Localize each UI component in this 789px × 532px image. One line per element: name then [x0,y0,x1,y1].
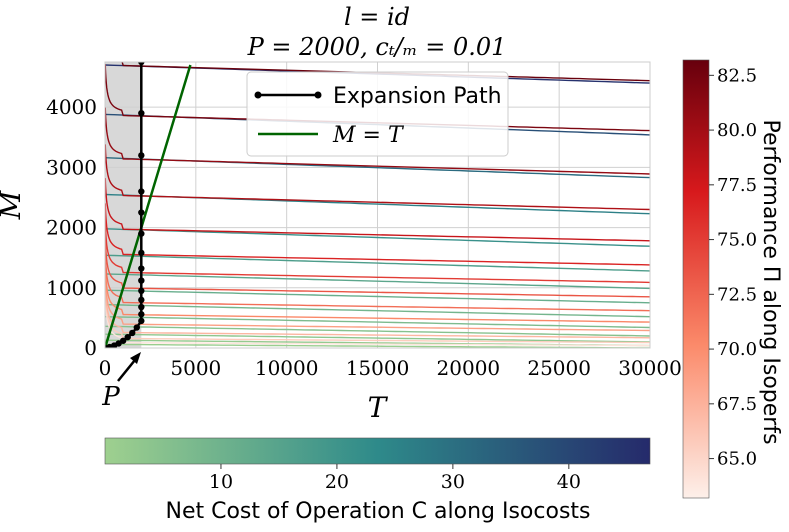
perf-colorbar-tick-label: 77.5 [717,175,757,196]
x-axis-label: T [368,391,389,424]
perf-colorbar-tick-label: 82.5 [717,65,757,86]
chart-title-line1: l = id [344,3,410,31]
expansion-path-point [138,277,145,284]
cost-colorbar: 10 20 30 40 Net Cost of Operation C along I… [104,437,651,524]
isoperf-curve [105,237,650,298]
cost-colorbar-gradient [104,437,651,465]
y-tick-label: 3000 [46,155,97,179]
y-tick-label: 1000 [46,276,97,300]
isoperf-curve [105,221,650,284]
expansion-path-point [133,324,140,331]
isoperf-curve [105,251,650,312]
x-tick-label: 30000 [618,356,682,380]
expansion-path-point [138,317,145,325]
isocost-curve [105,316,650,329]
x-tick-label: 5000 [170,356,221,380]
isoperf-curve [105,107,650,175]
perf-colorbar-label: Performance Π along Isoperfs [758,119,783,444]
isoperf-curve [105,178,650,242]
expansion-path-point [138,109,145,117]
y-tick-label: 4000 [46,95,97,119]
isocost-curve [105,325,650,337]
isoperf-curve [105,203,650,266]
y-tick-label: 2000 [46,216,97,240]
plot-axes: 0 5000 10000 15000 20000 25000 30000 0 1000 2000 3… [46,61,682,380]
legend-expansion-marker-left [254,91,262,99]
chart-title-line2: P = 2000, cₜ/ₘ = 0.01 [247,33,507,61]
expansion-path-point [138,188,145,195]
isocost-curve [105,289,650,304]
isoperf-curve [121,62,650,82]
isoperf-curve [105,263,650,323]
perf-colorbar-tick-label: 80.0 [717,120,757,141]
legend-expansion-path-label: Expansion Path [333,84,502,109]
expansion-path-point [138,209,145,216]
perf-colorbar-tick-label: 72.5 [717,284,757,305]
expansion-path-point [138,287,145,294]
isocost-curve [105,228,650,247]
expansion-path-point [138,265,145,272]
perf-colorbar-ticks: 65.0 67.5 70.0 72.5 75.0 77.5 80.0 82.5 [709,65,757,470]
isoperf-curve [105,291,650,347]
legend-mt-label: M = T [332,123,405,148]
perf-colorbar-tick-label: 67.5 [717,394,757,415]
x-tick-label: 0 [99,356,112,380]
isocost-curve [105,254,650,272]
isoperf-curve [105,287,650,344]
perf-colorbar-tick-label: 75.0 [717,230,757,251]
x-tick-label: 10000 [255,356,319,380]
p-annotation-arrow [117,359,136,382]
isocost-curve [105,343,650,348]
mt-line [105,64,192,348]
plot-frame [104,61,651,349]
perf-colorbar: 65.0 67.5 70.0 72.5 75.0 77.5 80.0 82.5 Perform… [682,59,783,499]
x-tick-label: 15000 [346,356,410,380]
expansion-path-point [138,62,145,66]
expansion-path-point [138,311,145,318]
cost-colorbar-ticks: 10 20 30 40 [209,464,581,493]
cost-colorbar-label: Net Cost of Operation C along Isocosts [165,499,590,524]
expansion-path-point [124,333,131,341]
cost-colorbar-tick-label: 40 [557,471,581,493]
p-annotation-arrowhead [130,352,141,364]
perf-colorbar-gradient [682,59,710,499]
p-annotation-label: P [101,382,120,412]
expansion-path-point [138,296,145,304]
perf-colorbar-tick-label: 70.0 [717,339,757,360]
y-tick-label: 0 [84,336,97,360]
y-axis-label: M [0,189,27,220]
isoperf-curve [105,144,650,211]
expansion-path-point [138,249,145,257]
cost-colorbar-tick-label: 10 [209,471,233,493]
isocost-curve [105,273,650,290]
expansion-path-point [129,329,136,337]
x-tick-label: 25000 [527,356,591,380]
isoperf-curve [105,273,650,332]
cost-colorbar-tick-label: 30 [441,471,465,493]
x-tick-label: 20000 [437,356,501,380]
isocost-curve [105,333,650,343]
expansion-path-point [138,303,145,311]
expansion-path-point [119,337,127,344]
perf-colorbar-tick-label: 65.0 [717,449,757,470]
cost-colorbar-tick-label: 20 [325,471,349,493]
isocost-curve [105,303,650,318]
expansion-path-point [138,230,145,237]
expansion-path-point [138,152,145,159]
legend: Expansion Path M = T [246,71,509,157]
legend-expansion-marker-right [314,91,322,99]
